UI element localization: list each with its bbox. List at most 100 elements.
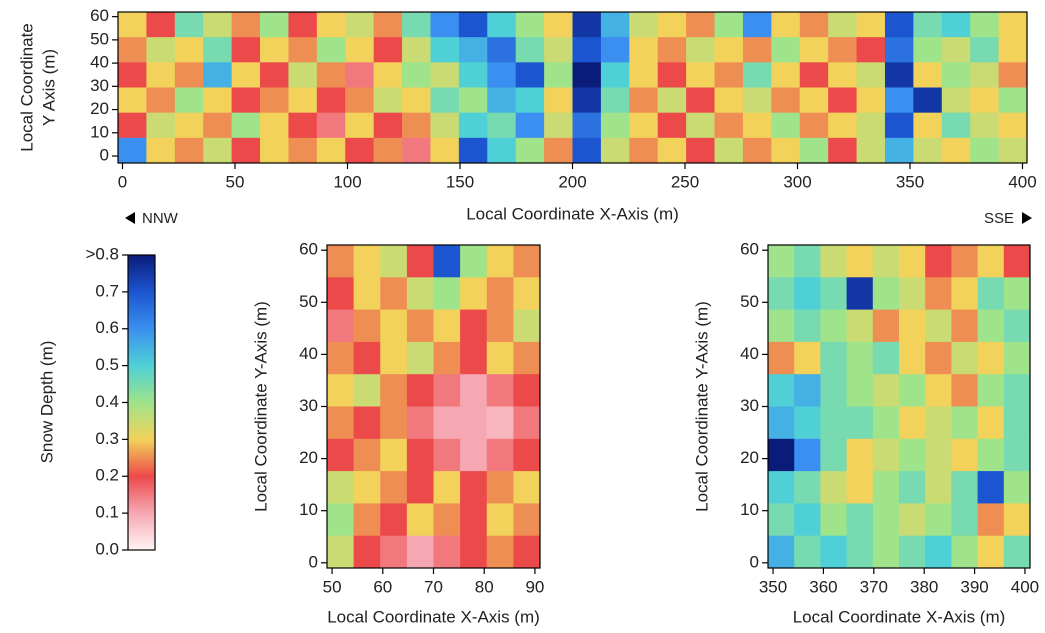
heatmap-cell	[433, 471, 461, 504]
heatmap-cell	[951, 438, 978, 472]
x-tick-label: 400	[1011, 577, 1039, 596]
heatmap-cell	[899, 438, 926, 472]
heatmap-cell	[430, 112, 460, 139]
colorbar-tick-label: 0.2	[95, 466, 119, 485]
heatmap-cell	[872, 471, 900, 504]
x-tick-label: 80	[475, 577, 494, 596]
heatmap-cell	[174, 12, 204, 38]
heatmap-cell	[353, 503, 381, 537]
heatmap-cell	[430, 87, 460, 114]
heatmap-cell	[146, 87, 176, 114]
heatmap-cell	[402, 37, 431, 63]
heatmap-cell	[686, 87, 715, 114]
heatmap-cell	[970, 12, 999, 38]
y-axis-label: Y Axis (m)	[39, 49, 58, 126]
heatmap-cell	[118, 87, 147, 114]
heatmap-cell	[327, 374, 355, 407]
heatmap-cell	[380, 535, 408, 569]
heatmap-cell	[657, 87, 687, 114]
heatmap-cell	[820, 438, 847, 472]
heatmap-cell	[231, 87, 261, 114]
heatmap-cell	[433, 277, 461, 310]
x-tick-label: 350	[759, 577, 787, 596]
heatmap-cell	[1003, 309, 1031, 343]
heatmap-cell	[203, 12, 233, 38]
heatmap-cell	[951, 503, 978, 537]
heatmap-cell	[402, 112, 431, 139]
heatmap-cell	[846, 438, 874, 472]
heatmap-cell	[515, 37, 545, 63]
heatmap-cell	[460, 374, 488, 407]
heatmap-cell	[794, 374, 821, 407]
heatmap-cell	[327, 471, 355, 504]
heatmap-cell	[433, 535, 461, 569]
x-tick-label: 350	[896, 172, 924, 191]
heatmap-cell	[899, 374, 926, 407]
heatmap-cell	[327, 438, 355, 472]
x-axis-label: Local Coordinate X-Axis (m)	[466, 204, 679, 223]
heatmap-cell	[433, 374, 461, 407]
x-tick-label: 400	[1008, 172, 1036, 191]
heatmap-cell	[380, 341, 408, 375]
heatmap-cell	[686, 112, 715, 139]
heatmap-cell	[487, 37, 517, 63]
heatmap-cell	[657, 62, 687, 88]
heatmap-cell	[771, 112, 801, 139]
heatmap-cell	[925, 438, 952, 472]
y-tick-label: 0	[750, 552, 759, 571]
x-tick-label: 300	[783, 172, 811, 191]
heatmap-cell	[998, 37, 1028, 63]
heatmap-cell	[544, 62, 573, 88]
heatmap-cell	[458, 137, 488, 164]
heatmap-cell	[941, 112, 971, 139]
heatmap-cell	[977, 471, 1005, 504]
heatmap-cell	[925, 341, 952, 375]
y-tick-label: 0	[309, 552, 318, 571]
heatmap-cell	[513, 245, 541, 278]
heatmap-cell	[118, 37, 147, 63]
heatmap-cell	[515, 137, 545, 164]
heatmap-cell	[951, 535, 978, 569]
heatmap-cell	[146, 112, 176, 139]
heatmap-cell	[771, 87, 801, 114]
heatmap-cell	[925, 535, 952, 569]
heatmap-cell	[846, 341, 874, 375]
heatmap-cell	[629, 12, 659, 38]
heatmap-cell	[884, 112, 914, 139]
heatmap-cell	[486, 277, 514, 310]
heatmap-cell	[353, 245, 381, 278]
heatmap-cell	[686, 12, 715, 38]
heatmap-cell	[486, 406, 514, 440]
heatmap-cell	[1003, 471, 1031, 504]
heatmap-cell	[820, 471, 847, 504]
heatmap-cell	[742, 112, 772, 139]
heatmap-cell	[458, 37, 488, 63]
x-tick-label: 100	[333, 172, 361, 191]
heatmap-cell	[686, 62, 715, 88]
heatmap-cell	[820, 406, 847, 440]
heatmap-cell	[345, 62, 375, 88]
heatmap-cell	[174, 37, 204, 63]
heatmap-cell	[794, 341, 821, 375]
y-axis-label: Local Coordinate	[17, 23, 36, 152]
heatmap-cell	[768, 245, 795, 278]
y-tick-label: 50	[90, 29, 109, 48]
x-tick-label: 370	[860, 577, 888, 596]
heatmap-cell	[487, 12, 517, 38]
heatmap-cell	[941, 37, 971, 63]
heatmap-cell	[174, 87, 204, 114]
heatmap-cell	[174, 112, 204, 139]
x-tick-label: 380	[910, 577, 938, 596]
heatmap-cell	[146, 137, 176, 164]
heatmap-cell	[794, 503, 821, 537]
heatmap-cell	[998, 137, 1028, 164]
heatmap-cell	[203, 62, 233, 88]
x-tick-label: 200	[558, 172, 586, 191]
heatmap-cell	[327, 535, 355, 569]
heatmap-cell	[846, 535, 874, 569]
heatmap-cell	[856, 12, 886, 38]
heatmap-cell	[951, 406, 978, 440]
heatmap-cell	[486, 341, 514, 375]
heatmap-cell	[353, 406, 381, 440]
heatmap-cell	[327, 341, 355, 375]
